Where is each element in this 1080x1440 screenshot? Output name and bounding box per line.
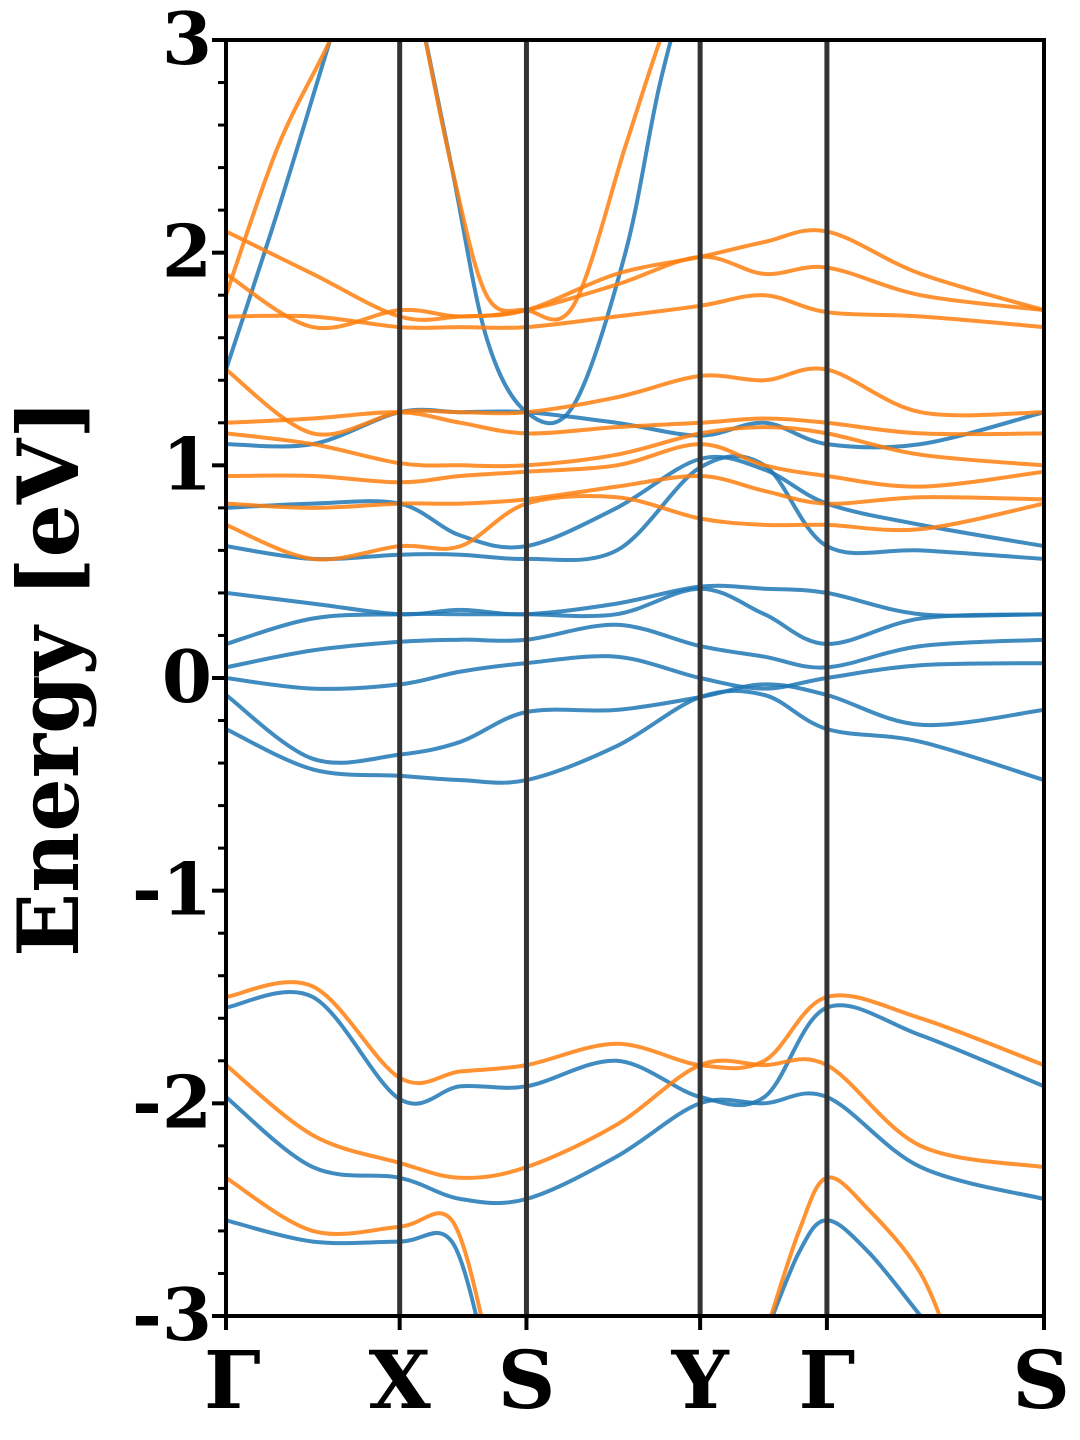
x-tick-label: S bbox=[498, 1333, 556, 1427]
x-tick-label: Γ bbox=[799, 1333, 856, 1427]
y-tick-label: 2 bbox=[162, 209, 212, 294]
band-line-16 bbox=[226, 473, 1044, 510]
band-lines bbox=[226, 40, 1044, 1316]
band-line-7 bbox=[226, 454, 1044, 550]
y-ticks: -3 -2 -1 0 1 2 3 bbox=[132, 0, 226, 1357]
band-line-13 bbox=[226, 1218, 479, 1316]
band-line-5 bbox=[226, 583, 1044, 618]
band-line-22 bbox=[226, 254, 1044, 331]
y-axis-label: Energy [eV] bbox=[0, 399, 98, 957]
x-tick-label: Y bbox=[671, 1333, 730, 1427]
y-tick-label: 3 bbox=[162, 0, 212, 81]
x-tick-label: Γ bbox=[204, 1333, 261, 1427]
plot-frame bbox=[224, 38, 1046, 1318]
band-line-23 bbox=[226, 228, 1044, 322]
x-tick-label: X bbox=[369, 1333, 431, 1427]
band-line-18 bbox=[226, 425, 1044, 469]
band-line-1 bbox=[226, 682, 1044, 765]
band-line-20 bbox=[226, 366, 1044, 437]
band-line-25 bbox=[423, 40, 663, 322]
band-line-19 bbox=[226, 410, 1044, 437]
band-line-29 bbox=[768, 1175, 942, 1316]
band-line-10 bbox=[423, 40, 673, 426]
y-tick-label: 0 bbox=[162, 634, 212, 719]
band-line-27 bbox=[226, 1057, 1044, 1180]
band-line-21 bbox=[226, 293, 1044, 330]
band-line-15 bbox=[226, 493, 1044, 562]
band-line-11 bbox=[226, 990, 1044, 1108]
band-line-4 bbox=[226, 586, 1044, 647]
band-line-14 bbox=[770, 1218, 924, 1316]
x-tick-label: S bbox=[1012, 1333, 1070, 1427]
band-line-2 bbox=[226, 654, 1044, 691]
band-line-0 bbox=[226, 688, 1044, 785]
band-line-3 bbox=[226, 622, 1044, 670]
band-line-12 bbox=[226, 1091, 1044, 1206]
y-tick-label: 1 bbox=[162, 421, 212, 506]
y-tick-label: -1 bbox=[132, 847, 212, 932]
band-line-17 bbox=[226, 442, 1044, 489]
band-line-6 bbox=[226, 454, 1044, 563]
band-line-28 bbox=[226, 1175, 484, 1316]
band-line-9 bbox=[226, 40, 333, 372]
y-tick-label: -3 bbox=[132, 1272, 212, 1357]
high-symmetry-lines bbox=[397, 40, 830, 1316]
y-tick-label: -2 bbox=[132, 1059, 212, 1144]
band-line-24 bbox=[226, 40, 333, 298]
band-line-26 bbox=[226, 980, 1044, 1085]
